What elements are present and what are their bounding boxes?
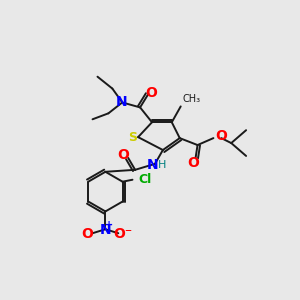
Text: O: O: [82, 227, 94, 241]
Text: S: S: [128, 130, 137, 144]
Text: O⁻: O⁻: [114, 227, 133, 241]
Text: N: N: [116, 95, 127, 110]
Text: O: O: [117, 148, 129, 162]
Text: H: H: [158, 160, 166, 170]
Text: Cl: Cl: [138, 173, 152, 186]
Text: O: O: [215, 129, 227, 143]
Text: CH₃: CH₃: [183, 94, 201, 104]
Text: +: +: [105, 220, 113, 230]
Text: O: O: [145, 85, 157, 100]
Text: O: O: [188, 156, 200, 170]
Text: N: N: [100, 223, 111, 237]
Text: N: N: [147, 158, 159, 172]
